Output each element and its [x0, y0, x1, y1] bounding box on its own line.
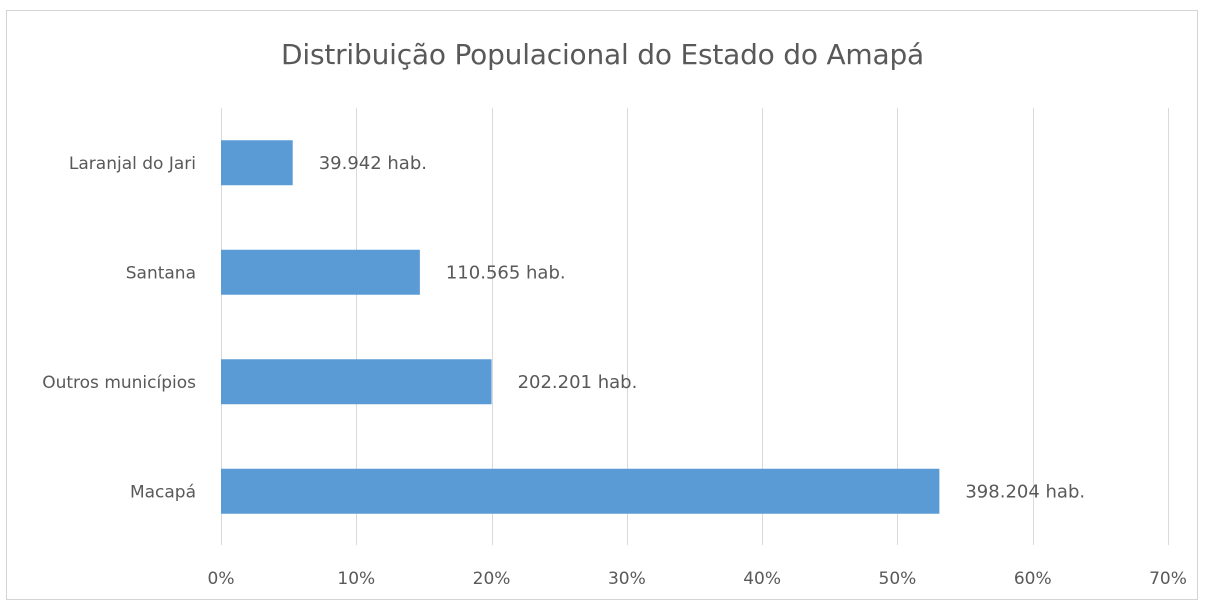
bars: [221, 140, 940, 514]
category-label: Outros municípios: [42, 373, 196, 393]
x-tick-label: 10%: [337, 569, 375, 589]
x-tick-labels: 0% 10% 20% 30% 40% 50% 60% 70%: [208, 569, 1187, 589]
category-label: Laranjal do Jari: [69, 154, 196, 174]
category-label: Macapá: [130, 482, 196, 502]
x-tick-label: 50%: [879, 569, 917, 589]
category-labels: Laranjal do Jari Santana Outros municípios…: [42, 154, 196, 503]
bar: [221, 249, 420, 295]
data-label: 202.201 hab.: [518, 372, 638, 393]
x-tick-label: 30%: [608, 569, 646, 589]
bar: [221, 468, 940, 514]
data-label: 398.204 hab.: [965, 481, 1085, 502]
data-labels: 39.942 hab. 110.565 hab. 202.201 hab. 398.2…: [319, 153, 1085, 503]
x-tick-label: 60%: [1014, 569, 1052, 589]
x-tick-label: 40%: [743, 569, 781, 589]
data-label: 39.942 hab.: [319, 153, 427, 174]
x-tick-label: 20%: [473, 569, 511, 589]
bar: [221, 359, 492, 405]
category-label: Santana: [126, 263, 196, 283]
chart-title: Distribuição Populacional do Estado do A…: [281, 38, 924, 71]
x-tick-label: 0%: [208, 569, 235, 589]
bar: [221, 140, 293, 186]
x-tick-label: 70%: [1149, 569, 1187, 589]
data-label: 110.565 hab.: [446, 262, 566, 283]
